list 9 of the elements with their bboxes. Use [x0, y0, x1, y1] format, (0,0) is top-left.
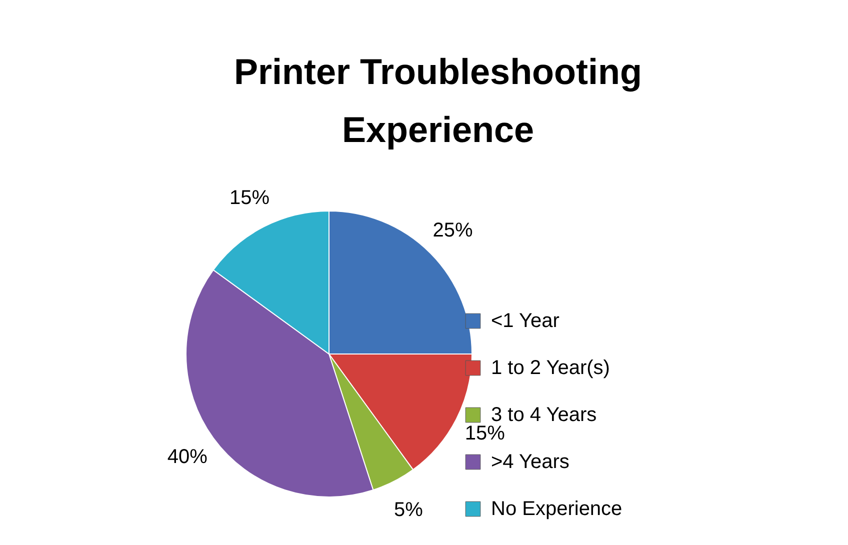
legend-label: 1 to 2 Year(s) [491, 357, 610, 379]
chart-title: Printer Troubleshooting Experience [234, 51, 642, 150]
data-label: 25% [432, 219, 473, 242]
data-label: 5% [394, 498, 424, 521]
data-label: 15% [230, 187, 270, 210]
legend-label: <1 Year [491, 310, 560, 332]
legend-label: No Experience [491, 498, 622, 520]
legend-label: >4 Years [491, 451, 570, 473]
data-label: 40% [167, 446, 208, 468]
